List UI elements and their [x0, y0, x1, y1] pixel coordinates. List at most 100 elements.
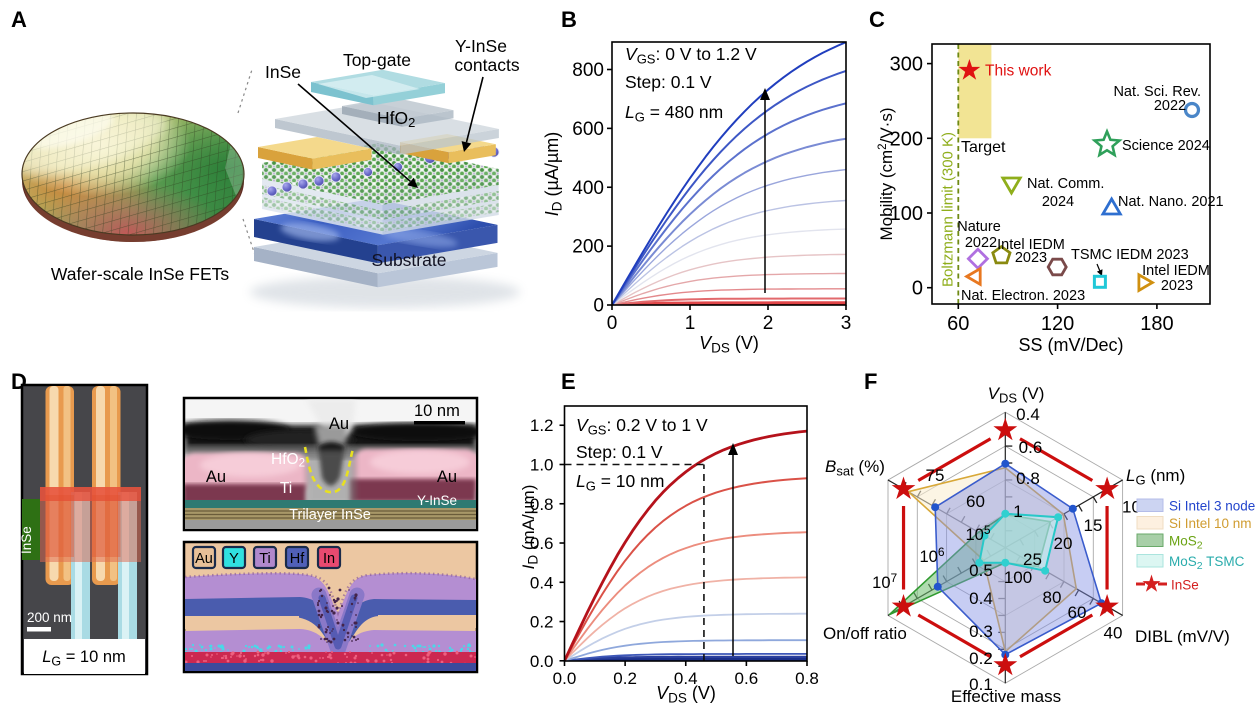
svg-text:0.2: 0.2 [969, 649, 993, 668]
svg-text:Nat. Nano. 2021: Nat. Nano. 2021 [1118, 194, 1224, 210]
svg-text:3: 3 [841, 313, 852, 334]
svg-text:Y-InSe: Y-InSe [417, 493, 457, 508]
svg-text:MoS2: MoS2 [1169, 534, 1203, 552]
svg-text:25: 25 [1023, 550, 1042, 569]
svg-text:VDS (V): VDS (V) [699, 333, 759, 356]
svg-text:Nat. Sci. Rev.: Nat. Sci. Rev. [1113, 84, 1201, 100]
svg-text:0.8: 0.8 [530, 495, 554, 514]
svg-text:0.6: 0.6 [530, 534, 554, 553]
svg-text:Nat. Comm.: Nat. Comm. [1027, 176, 1104, 192]
svg-text:Step: 0.1 V: Step: 0.1 V [576, 442, 663, 462]
svg-text:Si Intel 3 node: Si Intel 3 node [1169, 499, 1255, 514]
svg-text:Hf: Hf [290, 551, 305, 567]
svg-text:A: A [11, 7, 27, 32]
svg-text:Ti: Ti [280, 480, 292, 497]
svg-text:HfO2: HfO2 [377, 108, 415, 130]
svg-text:10 nm: 10 nm [414, 402, 460, 420]
svg-text:Bsat (%): Bsat (%) [825, 457, 885, 479]
svg-text:Intel IEDM: Intel IEDM [997, 237, 1065, 253]
svg-text:40: 40 [1104, 624, 1123, 643]
svg-text:0: 0 [912, 278, 923, 300]
svg-text:200: 200 [572, 237, 604, 258]
svg-text:60: 60 [947, 313, 969, 335]
svg-text:Substrate: Substrate [372, 250, 447, 270]
svg-text:400: 400 [572, 178, 604, 199]
svg-text:80: 80 [1043, 588, 1062, 607]
svg-text:LG (nm): LG (nm) [1126, 466, 1185, 488]
svg-text:VGS: 0.2 V to 1 V: VGS: 0.2 V to 1 V [576, 415, 708, 438]
svg-text:0.4: 0.4 [674, 669, 698, 688]
svg-text:100: 100 [1004, 568, 1032, 587]
svg-text:Trilayer InSe: Trilayer InSe [289, 507, 371, 523]
svg-text:0.6: 0.6 [735, 669, 759, 688]
svg-text:Effective mass: Effective mass [951, 687, 1061, 706]
svg-text:MoS2 TSMC: MoS2 TSMC [1169, 554, 1245, 572]
svg-text:SS (mV/Dec): SS (mV/Dec) [1018, 335, 1123, 355]
svg-text:1: 1 [685, 313, 696, 334]
svg-text:ID (µA/µm): ID (µA/µm) [542, 132, 565, 217]
svg-text:Au: Au [329, 415, 349, 433]
svg-text:InSe: InSe [1171, 578, 1199, 593]
svg-text:0.4: 0.4 [969, 589, 993, 608]
svg-text:Nat. Electron. 2023: Nat. Electron. 2023 [961, 288, 1085, 304]
svg-text:Intel IEDM: Intel IEDM [1142, 263, 1210, 279]
svg-text:2024: 2024 [1042, 194, 1074, 210]
svg-text:0.6: 0.6 [1019, 438, 1043, 457]
svg-text:0: 0 [593, 296, 604, 317]
svg-text:In: In [323, 551, 335, 567]
svg-text:InSe: InSe [19, 526, 34, 554]
svg-text:2: 2 [763, 313, 774, 334]
svg-text:0.4: 0.4 [530, 573, 554, 592]
svg-text:75: 75 [926, 466, 945, 485]
svg-text:LG = 10 nm: LG = 10 nm [576, 471, 664, 494]
svg-text:1: 1 [1013, 502, 1022, 521]
svg-text:ID (mA/µm): ID (mA/µm) [519, 485, 541, 570]
svg-text:B: B [561, 7, 577, 32]
svg-text:2023: 2023 [1015, 250, 1047, 266]
svg-text:120: 120 [1041, 313, 1074, 335]
svg-text:Nature: Nature [957, 219, 1001, 235]
svg-text:2023: 2023 [1161, 278, 1193, 294]
svg-text:0.8: 0.8 [795, 669, 819, 688]
svg-text:0.8: 0.8 [1016, 469, 1040, 488]
svg-text:15: 15 [1084, 516, 1103, 535]
svg-text:Y: Y [229, 551, 239, 567]
svg-text:LG = 10 nm: LG = 10 nm [42, 648, 126, 669]
svg-text:Au: Au [437, 468, 457, 486]
svg-text:VGS: 0 V to 1.2 V: VGS: 0 V to 1.2 V [625, 44, 757, 67]
svg-text:1.0: 1.0 [530, 456, 554, 475]
svg-text:contacts: contacts [454, 55, 519, 75]
svg-text:E: E [561, 369, 576, 394]
svg-text:Si Intel 10 nm: Si Intel 10 nm [1169, 516, 1252, 531]
svg-text:0: 0 [607, 313, 618, 334]
svg-text:VDS (V): VDS (V) [988, 384, 1045, 406]
svg-text:On/off ratio: On/off ratio [823, 624, 907, 643]
svg-text:Boltzmann limit (300 K): Boltzmann limit (300 K) [940, 132, 957, 287]
svg-text:60: 60 [1068, 603, 1087, 622]
svg-text:0.2: 0.2 [530, 613, 554, 632]
svg-text:Wafer-scale InSe FETs: Wafer-scale InSe FETs [51, 264, 230, 284]
svg-text:0.1: 0.1 [969, 675, 993, 694]
svg-text:F: F [864, 369, 877, 394]
svg-text:Au: Au [195, 551, 213, 567]
svg-text:DIBL (mV/V): DIBL (mV/V) [1135, 627, 1230, 646]
svg-text:0.5: 0.5 [969, 561, 993, 580]
svg-text:1.2: 1.2 [530, 416, 554, 435]
svg-text:800: 800 [572, 60, 604, 81]
svg-text:600: 600 [572, 119, 604, 140]
svg-text:HfO2: HfO2 [271, 451, 305, 470]
svg-text:Step: 0.1 V: Step: 0.1 V [625, 72, 712, 92]
svg-text:C: C [869, 7, 885, 32]
svg-text:0.2: 0.2 [613, 669, 637, 688]
svg-text:2022: 2022 [965, 235, 997, 251]
svg-text:100: 100 [890, 203, 923, 225]
svg-text:LG = 480 nm: LG = 480 nm [625, 102, 723, 125]
svg-text:Top-gate: Top-gate [343, 50, 411, 70]
svg-text:0.0: 0.0 [530, 652, 554, 671]
svg-text:Science 2024: Science 2024 [1122, 138, 1210, 154]
svg-text:0.0: 0.0 [553, 669, 577, 688]
svg-text:This work: This work [985, 63, 1052, 80]
svg-text:VDS (V): VDS (V) [656, 683, 716, 706]
svg-text:20: 20 [1054, 534, 1073, 553]
svg-text:Ti: Ti [259, 551, 271, 567]
